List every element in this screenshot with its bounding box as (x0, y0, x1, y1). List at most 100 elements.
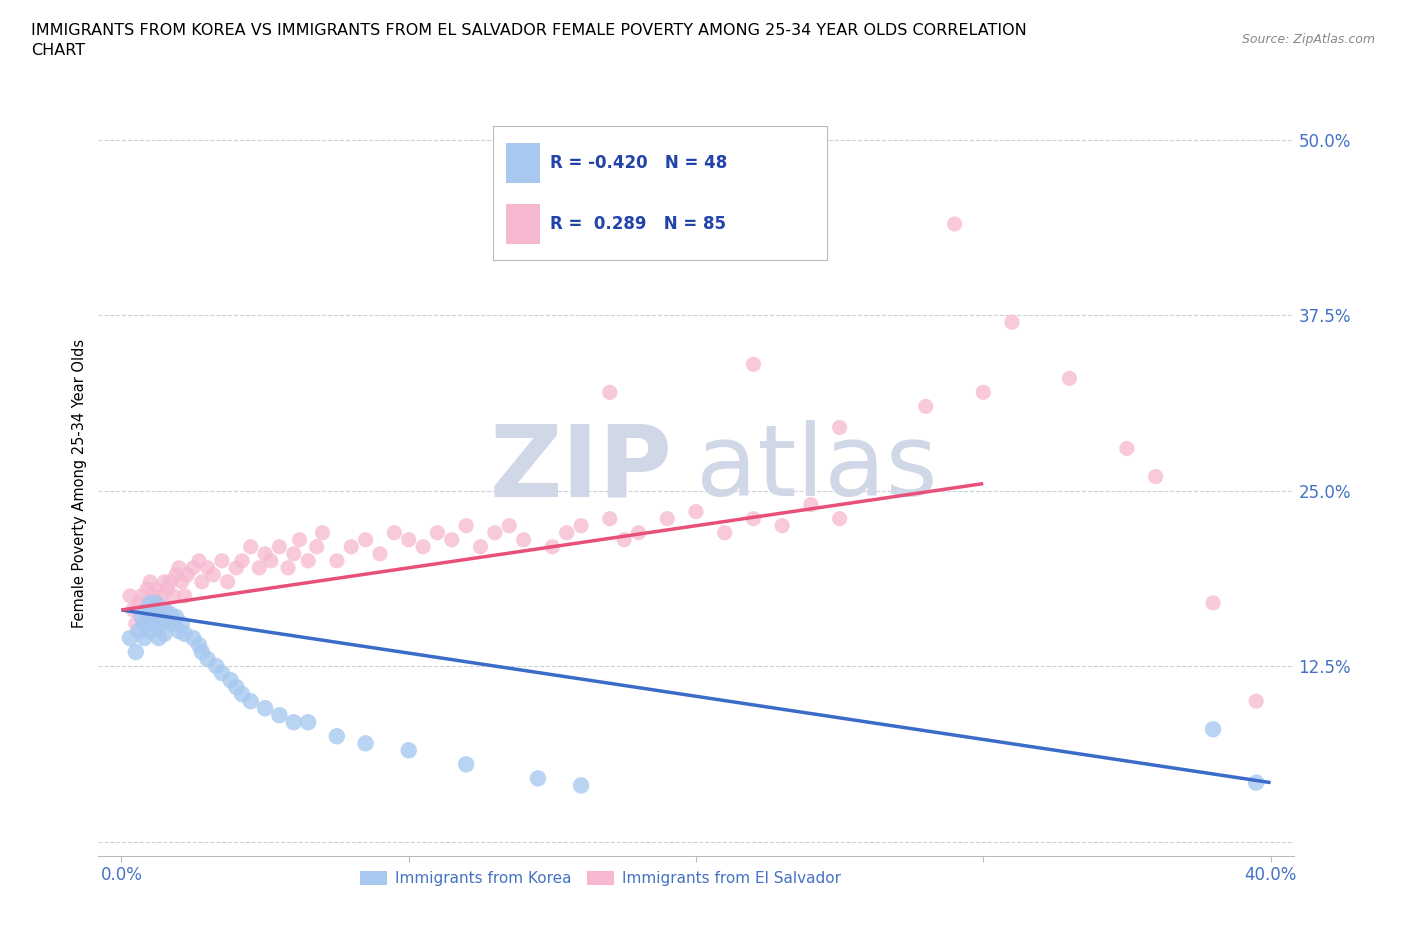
Point (231, 686, 253, 701)
Point (354, 532, 377, 547)
Point (150, 589, 173, 604)
Point (254, 701, 277, 716)
Point (139, 595, 162, 610)
Point (713, 525, 735, 540)
Point (305, 539, 328, 554)
Point (627, 525, 650, 540)
Point (148, 631, 170, 645)
Point (484, 525, 506, 540)
Point (340, 539, 363, 554)
Point (136, 617, 159, 631)
Point (173, 627, 195, 642)
Point (311, 525, 333, 540)
Point (118, 589, 141, 604)
Point (382, 525, 405, 540)
Point (197, 652, 219, 667)
Point (188, 553, 211, 568)
Point (139, 623, 162, 638)
Point (153, 575, 176, 590)
Point (148, 609, 170, 624)
Point (156, 581, 179, 596)
Point (1001, 314, 1024, 329)
Point (398, 743, 420, 758)
Point (426, 525, 449, 540)
Point (828, 420, 851, 435)
Point (134, 617, 156, 631)
Point (1059, 371, 1081, 386)
Point (153, 627, 176, 642)
Text: ZIP: ZIP (489, 420, 672, 517)
Point (148, 595, 170, 610)
Point (541, 539, 564, 554)
Point (972, 385, 994, 400)
Point (173, 589, 195, 604)
Point (742, 357, 765, 372)
Point (283, 546, 305, 561)
Point (1244, 776, 1267, 790)
Point (412, 539, 434, 554)
Point (217, 575, 239, 590)
Point (569, 518, 592, 533)
Point (569, 778, 592, 793)
Point (167, 623, 190, 638)
Point (770, 518, 793, 533)
Point (456, 518, 478, 533)
Point (231, 553, 253, 568)
Point (398, 532, 420, 547)
Point (828, 512, 851, 526)
Point (613, 532, 636, 547)
Point (134, 631, 156, 645)
Point (181, 631, 204, 645)
Point (134, 603, 156, 618)
Point (136, 581, 159, 596)
Point (225, 680, 247, 695)
Point (1144, 469, 1167, 484)
Point (225, 561, 247, 576)
Point (131, 609, 153, 624)
Point (145, 595, 167, 610)
Point (800, 498, 823, 512)
Text: IMMIGRANTS FROM KOREA VS IMMIGRANTS FROM EL SALVADOR FEMALE POVERTY AMONG 25-34 : IMMIGRANTS FROM KOREA VS IMMIGRANTS FROM… (31, 23, 1026, 58)
Point (288, 532, 311, 547)
Point (142, 603, 165, 618)
Point (512, 532, 534, 547)
Point (134, 617, 156, 631)
Point (165, 567, 187, 582)
Point (283, 715, 305, 730)
Point (128, 623, 150, 638)
Point (150, 617, 173, 631)
Point (1115, 441, 1137, 456)
Point (191, 575, 214, 590)
Point (128, 595, 150, 610)
Point (368, 546, 391, 561)
Point (269, 539, 291, 554)
Point (599, 512, 621, 526)
Point (527, 771, 550, 786)
Point (162, 617, 184, 631)
Point (555, 525, 578, 540)
Point (139, 609, 162, 624)
Point (170, 575, 193, 590)
Point (136, 609, 159, 624)
Legend: Immigrants from Korea, Immigrants from El Salvador: Immigrants from Korea, Immigrants from E… (354, 865, 846, 893)
Point (125, 617, 148, 631)
Point (118, 631, 141, 645)
Point (145, 617, 167, 631)
Point (181, 561, 204, 576)
Point (170, 617, 193, 631)
Point (440, 532, 463, 547)
Point (1202, 722, 1225, 737)
Point (326, 729, 349, 744)
Point (211, 666, 233, 681)
Point (456, 757, 478, 772)
Point (125, 644, 148, 659)
Point (239, 694, 262, 709)
Point (176, 567, 198, 582)
Point (145, 609, 167, 624)
Point (156, 612, 179, 627)
Point (943, 217, 966, 232)
Point (197, 561, 219, 576)
Point (142, 589, 165, 604)
Point (139, 603, 162, 618)
Point (139, 575, 162, 590)
